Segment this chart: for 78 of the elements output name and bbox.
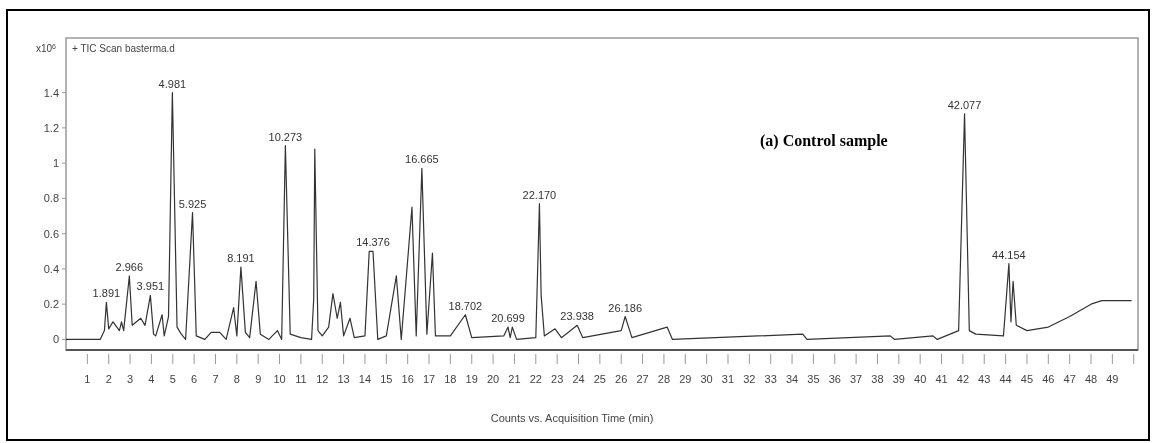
x-tick-label: 30 [700, 373, 713, 385]
y-tick-label: 0.4 [43, 262, 59, 275]
annotation: 10.273 [268, 130, 303, 143]
x-tick-label: 35 [807, 373, 820, 385]
x-tick-label: 46 [1042, 373, 1055, 385]
x-tick-label: 7 [212, 373, 219, 385]
annotation: 18.702 [448, 299, 483, 312]
x-tick-label: 43 [978, 373, 991, 385]
annotation: 8.191 [227, 252, 255, 265]
x-tick-label: 19 [465, 373, 478, 385]
x-tick-label: 1 [84, 373, 91, 385]
x-tick-label: 31 [721, 373, 735, 385]
x-tick-label: 18 [444, 373, 457, 385]
text: + TIC Scan basterma.d [72, 43, 175, 54]
x-tick-label: 25 [593, 373, 606, 385]
y-tick-label: 1.4 [43, 86, 59, 99]
x-tick-label: 34 [785, 373, 799, 385]
x-tick-label: 20 [486, 373, 500, 385]
x-tick-label: 6 [191, 373, 198, 385]
x-tick-label: 36 [828, 373, 841, 385]
x-tick-label: 12 [316, 373, 329, 385]
annotation: 44.154 [992, 248, 1026, 261]
x-tick-label: 41 [935, 373, 948, 385]
x-tick-label: 21 [508, 373, 521, 385]
x-tick-label: 40 [914, 373, 927, 385]
x-tick-label: 4 [148, 373, 155, 385]
x-tick-label: 39 [892, 373, 905, 385]
y-axis-title: x10$^{6}$ [35, 42, 57, 54]
x-tick-label: 33 [764, 373, 777, 385]
y-tick-label: 0.6 [43, 227, 59, 240]
x-tick-label: 48 [1084, 373, 1098, 385]
annotation: 14.376 [356, 236, 390, 249]
x-tick-label: 27 [636, 373, 649, 385]
line-series [65, 92, 1133, 341]
x-tick-label: 37 [849, 373, 863, 385]
x-axis-title: Counts vs. Acquisition Time (min) [490, 412, 654, 424]
x-tick-label: 11 [295, 373, 307, 385]
x-tick-label: 45 [1020, 373, 1034, 385]
x-tick-label: 17 [422, 373, 436, 385]
annotation: (a) Control sample [760, 132, 888, 150]
x-tick-label: 14 [358, 373, 372, 385]
x-tick-label: 15 [380, 373, 393, 385]
x-tick-label: 23 [551, 373, 564, 385]
y-tick-label: 0 [52, 333, 59, 346]
x-tick-label: 44 [999, 373, 1012, 385]
x-tick-label: 3 [127, 373, 134, 385]
annotation: 3.951 [136, 280, 165, 293]
x-tick-label: 32 [743, 373, 756, 385]
annotation: 26.186 [608, 301, 643, 314]
x-tick-label: 9 [255, 373, 262, 385]
y-tick-label: 1 [52, 157, 59, 170]
x-tick-label: 47 [1063, 373, 1076, 385]
x-tick-label: 26 [615, 373, 628, 385]
x-tick-label: 10 [273, 373, 286, 385]
x-tick-label: 29 [679, 373, 692, 385]
x-tick-label: 13 [337, 373, 350, 385]
annotation: 22.170 [522, 188, 557, 201]
y-tick-label: 1.2 [43, 121, 59, 134]
annotation: 16.665 [405, 153, 439, 166]
annotation: 23.938 [560, 310, 595, 323]
x-tick-label: 24 [572, 373, 585, 385]
x-tick-label: 49 [1106, 373, 1119, 385]
annotation: 42.077 [947, 98, 982, 111]
annotation: 2.966 [115, 260, 144, 273]
y-tick-label: 0.2 [43, 298, 59, 311]
x-tick-label: 28 [657, 373, 671, 385]
annotation: 4.981 [158, 77, 187, 90]
annotation: 1.891 [92, 287, 121, 300]
x-tick-label: 5 [169, 373, 176, 385]
x-tick-label: 8 [233, 373, 240, 385]
x-tick-label: 2 [105, 373, 112, 385]
x-tick-label: 16 [401, 373, 414, 385]
x-tick-label: 42 [956, 373, 970, 385]
annotation: 20.699 [491, 312, 525, 325]
y-tick-label: 0.8 [43, 192, 59, 205]
x-tick-label: 22 [529, 373, 542, 385]
annotation: 5.925 [178, 197, 207, 210]
x-tick-label: 38 [871, 373, 884, 385]
